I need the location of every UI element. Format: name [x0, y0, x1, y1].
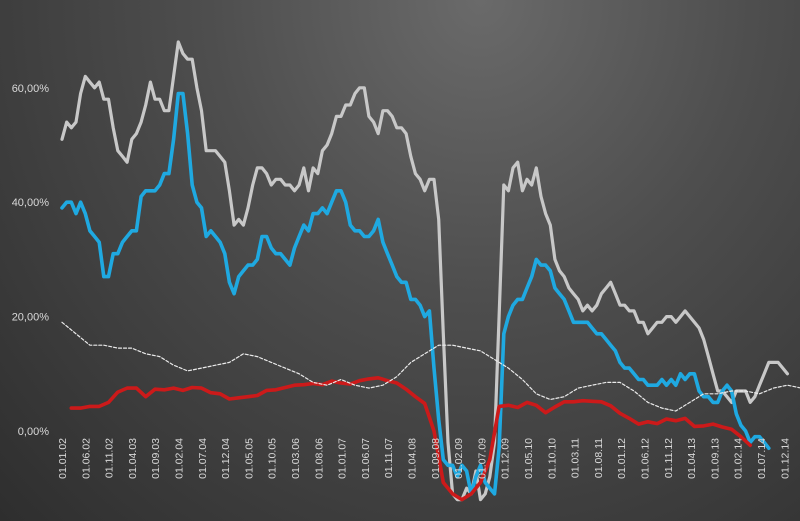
y-tick-label: 40,00%: [12, 197, 50, 209]
x-tick-label: 01.07.04: [197, 438, 209, 479]
x-tick-label: 01.01.07: [337, 438, 349, 479]
x-tick-label: 01.10.10: [546, 438, 558, 479]
x-tick-label: 01.11.02: [104, 438, 116, 478]
x-tick-label: 01.03.06: [290, 438, 302, 479]
y-tick-label: 20,00%: [12, 312, 50, 324]
x-tick-label: 01.02.14: [733, 438, 745, 479]
x-tick-label: 01.04.13: [686, 438, 698, 479]
series-line-2: [60, 91, 771, 496]
x-tick-label: 01.12.09: [500, 438, 512, 479]
x-tick-label: 01.08.11: [593, 438, 605, 478]
x-tick-label: 01.04.03: [127, 438, 139, 479]
x-tick-label: 01.06.12: [640, 438, 652, 479]
x-tick-label: 01.10.05: [267, 438, 279, 479]
x-tick-label: 01.12.14: [779, 438, 791, 479]
x-tick-label: 01.02.09: [453, 438, 465, 479]
x-tick-label: 01.01.02: [57, 438, 69, 479]
y-tick-label: 0,00%: [18, 426, 49, 438]
x-tick-label: 01.03.11: [570, 438, 582, 478]
x-tick-label: 01.07.14: [756, 438, 768, 479]
x-tick-label: 01.05.05: [243, 438, 255, 479]
x-tick-label: 01.09.13: [709, 438, 721, 479]
x-tick-label: 01.09.03: [150, 438, 162, 479]
series-line-1: [60, 40, 789, 502]
x-tick-label: 01.08.06: [313, 438, 325, 479]
x-tick-label: 01.09.08: [430, 438, 442, 479]
series-line-3: [69, 376, 752, 502]
x-tick-label: 01.06.07: [360, 438, 372, 479]
x-tick-label: 01.07.09: [476, 438, 488, 479]
series-line-4: [61, 321, 800, 412]
x-tick-label: 01.12.04: [220, 438, 232, 479]
x-tick-label: 01.05.10: [523, 438, 535, 479]
x-tick-label: 01.11.07: [383, 438, 395, 478]
x-tick-label: 01.01.12: [616, 438, 628, 479]
x-tick-label: 01.06.02: [80, 438, 92, 479]
x-tick-label: 01.11.12: [663, 438, 675, 478]
y-tick-label: 60,00%: [12, 83, 50, 95]
x-tick-label: 01.04.08: [407, 438, 419, 479]
x-tick-label: 01.02.04: [174, 438, 186, 479]
